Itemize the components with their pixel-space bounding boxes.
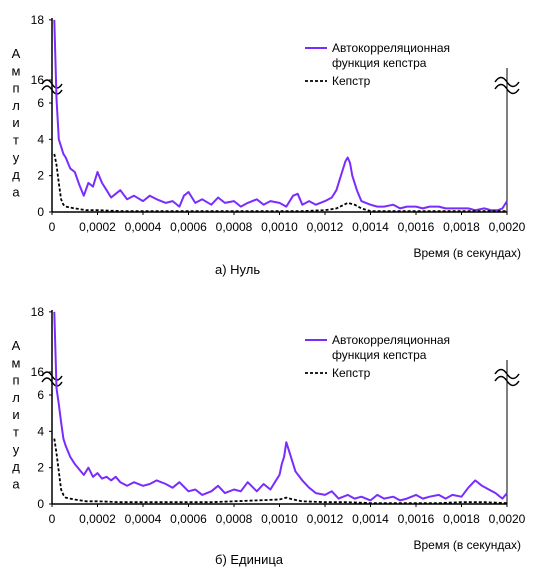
series-line-cepstrum [53, 153, 507, 213]
axis-break-left [41, 377, 63, 387]
legend-label-cepstrum: Кепстр [332, 74, 371, 88]
x-tick-label: 0,0010 [261, 512, 298, 526]
y-tick-label: 6 [37, 388, 44, 402]
x-tick-label: 0,0004 [125, 220, 162, 234]
y-tick-label: 2 [37, 169, 44, 183]
legend-label-autocorrelation: Автокорреляционная функция кепстра [332, 333, 450, 362]
series-line-autocorrelation [53, 311, 508, 502]
x-axis-label: Время (в секундах) [414, 246, 522, 260]
y-tick-label: 18 [31, 305, 45, 319]
x-tick-label: 0,0002 [79, 220, 116, 234]
x-tick-label: 0,0018 [443, 512, 480, 526]
legend-label-autocorrelation: Автокорреляционная функция кепстра [332, 41, 450, 70]
x-tick-label: 0,0012 [307, 220, 344, 234]
x-tick-label: 0,0014 [352, 220, 389, 234]
x-tick-label: 0,0006 [170, 512, 207, 526]
y-tick-label: 18 [31, 13, 45, 27]
y-tick-label: 0 [37, 497, 44, 511]
axis-break-right [494, 368, 520, 380]
y-tick-label: 2 [37, 461, 44, 475]
x-tick-label: 0,0016 [398, 220, 435, 234]
series-line-cepstrum [53, 438, 508, 505]
axis-break-right [494, 375, 520, 387]
y-tick-label: 16 [31, 73, 45, 87]
x-tick-label: 0 [49, 220, 56, 234]
x-tick-label: 0,0002 [79, 512, 116, 526]
x-tick-label: 0,0012 [307, 512, 344, 526]
x-tick-label: 0,0010 [261, 220, 298, 234]
y-tick-label: 0 [37, 205, 44, 219]
chart-caption-zero: а) Нуль [215, 262, 261, 277]
x-tick-label: 0,0008 [216, 512, 253, 526]
y-tick-label: 16 [31, 365, 45, 379]
x-tick-label: 0,0016 [398, 512, 435, 526]
chart-caption-one: б) Единица [215, 552, 284, 567]
axis-break-right [494, 76, 520, 88]
series-line-autocorrelation [53, 19, 508, 212]
chart-zero: 0 2 4 6 16 18 0 0,0002 0,0004 0,0006 0,0008 0,0010 0… [12, 13, 526, 260]
x-axis-label: Время (в секундах) [414, 538, 522, 552]
x-tick-label: 0,0020 [489, 512, 526, 526]
x-tick-label: 0,0014 [352, 512, 389, 526]
chart-one: 0 2 4 6 16 18 0 0,0002 0,0004 0,0006 0,0008 0,0010 0… [12, 305, 526, 552]
x-tick-label: 0,0008 [216, 220, 253, 234]
x-tick-label: 0 [49, 512, 56, 526]
y-tick-label: 4 [37, 132, 44, 146]
axis-break-left [41, 371, 63, 381]
y-tick-label: 4 [37, 424, 44, 438]
x-tick-label: 0,0006 [170, 220, 207, 234]
x-tick-label: 0,0020 [489, 220, 526, 234]
x-tick-label: 0,0004 [125, 512, 162, 526]
y-tick-label: 6 [37, 96, 44, 110]
x-tick-label: 0,0018 [443, 220, 480, 234]
axis-break-right [494, 83, 520, 95]
axis-break-left [41, 85, 63, 95]
axis-break-left [41, 79, 63, 89]
legend-label-cepstrum: Кепстр [332, 366, 371, 380]
